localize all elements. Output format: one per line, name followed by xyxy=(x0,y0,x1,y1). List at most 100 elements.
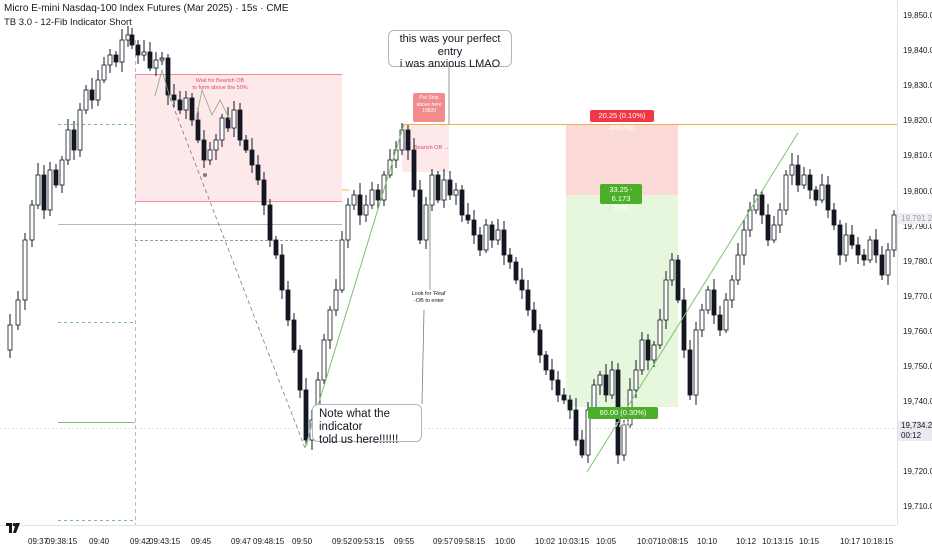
target-badge: 60.00 (0.30%) 240740.74 xyxy=(588,407,658,429)
time-tick-label: 09:43:15 xyxy=(149,537,181,546)
countdown-value: 00:12 xyxy=(901,431,922,440)
candle-body xyxy=(819,184,825,201)
candle-body xyxy=(501,229,507,256)
price-tick-label: 19,770.00 xyxy=(903,291,932,301)
candle-body xyxy=(201,139,207,161)
candle-body xyxy=(225,117,231,129)
candle-body xyxy=(447,179,453,196)
candle-body xyxy=(387,159,393,176)
candle-body xyxy=(783,174,789,211)
candle-body xyxy=(177,99,183,111)
candle-body xyxy=(303,389,309,441)
candle-body xyxy=(231,109,237,129)
tradingview-logo-icon[interactable] xyxy=(6,523,20,533)
time-tick-label: 10:15 xyxy=(799,537,820,546)
price-tick-label: 19,780.00 xyxy=(903,256,932,266)
candle-body xyxy=(861,254,867,261)
candle-body xyxy=(333,289,339,311)
candle-body xyxy=(71,129,77,151)
candle-body xyxy=(465,214,471,221)
candle-body xyxy=(285,289,291,321)
time-tick-label: 09:37 xyxy=(28,537,49,546)
candle-body xyxy=(255,164,261,181)
indicator-label[interactable]: TB 3.0 - 12-Fib Indicator Short xyxy=(4,17,132,28)
candle-body xyxy=(471,219,477,236)
candle-body xyxy=(29,204,35,241)
candle-body xyxy=(729,279,735,301)
candle-body xyxy=(825,184,831,211)
candle-body xyxy=(59,159,65,186)
candle-body xyxy=(639,339,645,371)
candle-body xyxy=(89,89,95,101)
time-tick-label: 10:05 xyxy=(596,537,617,546)
perfect-entry-callout[interactable]: this was your perfect entry i was anxiou… xyxy=(388,30,512,70)
candle-body xyxy=(543,354,549,371)
candle-body xyxy=(777,209,783,226)
candle-body xyxy=(213,139,219,151)
wait-ob-note: Wait for Bearish OB to form above the 50… xyxy=(192,78,248,91)
candle-body xyxy=(351,194,357,206)
price-tick-label: 19,750.00 xyxy=(903,362,932,371)
candle-body xyxy=(555,379,561,396)
candle-body xyxy=(831,209,837,226)
candle-body xyxy=(243,139,249,151)
price-tick-label: 19,790.00 xyxy=(903,221,932,231)
look-for-real-note: Look for 'Real' -OB to enter xyxy=(411,291,447,304)
candle-body xyxy=(879,254,885,276)
candle-body xyxy=(107,54,113,66)
candle-body xyxy=(657,319,663,346)
time-tick-label: 09:45 xyxy=(191,537,212,546)
candle-body xyxy=(759,194,765,216)
note-callout-pointer xyxy=(306,419,313,447)
candle-body xyxy=(141,51,147,56)
candle-body xyxy=(573,409,579,441)
candle-body xyxy=(237,109,243,141)
candle-body xyxy=(15,299,21,326)
candle-body xyxy=(801,174,807,186)
candle-body xyxy=(77,109,83,151)
note-callout-pointer xyxy=(421,309,425,405)
candle-body xyxy=(735,254,741,281)
price-tick-label: 19,830.00 xyxy=(903,81,932,91)
candle-body xyxy=(849,234,855,246)
candle-body xyxy=(357,194,363,216)
time-tick-label: 09:42 xyxy=(130,537,151,546)
candle-body xyxy=(375,189,381,201)
candle-body xyxy=(65,129,71,161)
time-tick-label: 10:13:15 xyxy=(762,537,794,546)
candle-body xyxy=(453,189,459,196)
time-tick-label: 10:08:15 xyxy=(657,537,689,546)
candle-body xyxy=(101,64,107,81)
pattern-leg xyxy=(195,88,231,121)
candle-body xyxy=(429,174,435,206)
candle-body xyxy=(435,174,441,201)
time-tick-label: 09:58:15 xyxy=(454,537,486,546)
symbol-title[interactable]: Micro E-mini Nasdaq-100 Index Futures (M… xyxy=(4,3,289,14)
candle-body xyxy=(297,349,303,391)
candle-body xyxy=(321,339,327,381)
candle-body xyxy=(165,57,171,96)
time-tick-label: 09:52 xyxy=(332,537,353,546)
candle-body xyxy=(855,244,861,256)
pale-price-tag: 19,791.25 xyxy=(898,213,932,224)
candle-body xyxy=(125,34,131,41)
time-tick-label: 10:17 xyxy=(840,537,861,546)
candle-body xyxy=(153,59,159,69)
candle-body xyxy=(489,224,495,241)
candle-body xyxy=(189,97,195,121)
indicator-note-callout[interactable]: Note what the indicator told us here!!!!… xyxy=(312,404,422,446)
bearish-ob-label: Bearish OB → xyxy=(414,145,450,151)
candle-body xyxy=(651,344,657,361)
candle-body xyxy=(807,174,813,191)
candle-body xyxy=(119,39,125,63)
candle-body xyxy=(459,189,465,216)
candle-body xyxy=(525,289,531,311)
candle-body xyxy=(891,214,897,251)
time-tick-label: 09:38:15 xyxy=(46,537,78,546)
candle-body xyxy=(867,239,873,261)
candle-body xyxy=(885,249,891,276)
candle-body xyxy=(669,259,675,281)
candle-body xyxy=(35,174,41,206)
